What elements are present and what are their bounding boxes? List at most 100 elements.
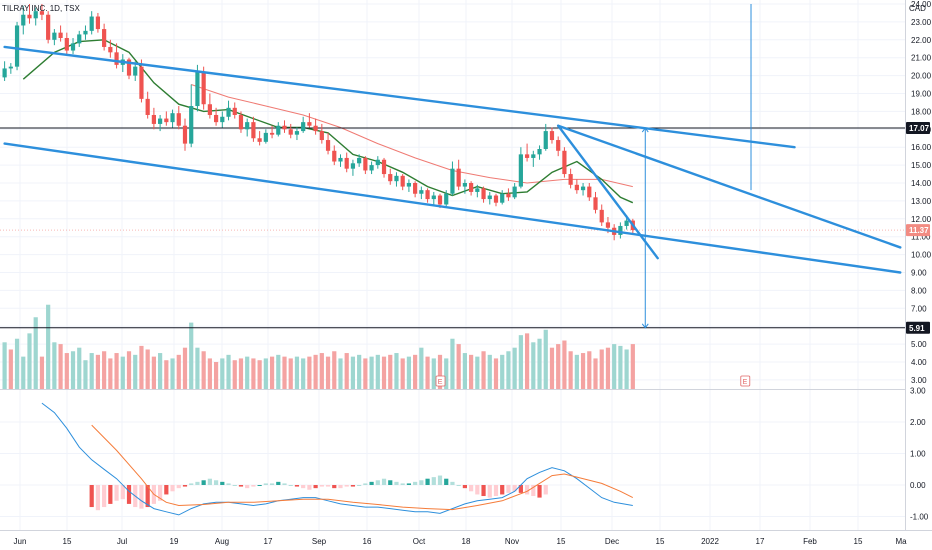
candle-body (189, 106, 194, 144)
volume-bar (381, 356, 387, 389)
volume-bar (413, 354, 418, 389)
indicator-lines (0, 39, 905, 516)
macd-hist-bar (413, 481, 418, 485)
candle-body (70, 43, 76, 51)
volume-bar (276, 354, 281, 389)
volume-bar (189, 322, 194, 389)
volume-bar (145, 349, 150, 389)
candle-body (437, 195, 443, 205)
macd-hist-bar (220, 481, 225, 485)
volume-bar (350, 356, 356, 389)
volume-bar (500, 354, 505, 389)
time-tick-label: Nov (505, 537, 519, 546)
candle-body (232, 107, 237, 115)
time-tick-label: 19 (170, 537, 179, 546)
volume-bar (524, 333, 530, 389)
macd-hist-bar (126, 485, 132, 504)
macd-hist-bar (363, 483, 368, 485)
price-tick-label: 22.00 (911, 36, 932, 45)
candle-body (406, 183, 412, 187)
macd-hist-bar (201, 480, 206, 485)
candle-body (580, 186, 586, 191)
candle-body (27, 14, 32, 19)
macd-hist-bar (282, 483, 287, 485)
macd-hist-bar (114, 485, 119, 501)
macd-hist-bar (95, 485, 101, 511)
macd-hist-bar (388, 480, 393, 485)
candle-body (537, 148, 542, 155)
macd-hist-bar (313, 485, 318, 489)
macd-hist-bar (158, 485, 163, 501)
candle-body (64, 38, 69, 51)
volume-bar (58, 344, 63, 389)
candle-body (195, 72, 200, 107)
candle-body (83, 30, 88, 35)
volume-bar (102, 351, 107, 389)
price-tick-label: 13.00 (911, 197, 932, 206)
price-tick-label: 5.00 (911, 340, 927, 349)
ma-slow-line (191, 84, 633, 188)
candle-body (238, 114, 244, 130)
candle-body (14, 25, 20, 67)
candle-body (213, 114, 219, 123)
volume-bar (46, 304, 51, 389)
axis-labels: 24.0023.0022.0021.0020.0019.0018.0017.00… (14, 0, 932, 546)
candle-body (301, 122, 306, 132)
macd-hist-bar (332, 485, 337, 489)
macd-hist-bar (437, 475, 443, 485)
candle-body (176, 113, 181, 126)
volume-bar (624, 349, 629, 389)
price-tick-label: 11.00 (911, 233, 931, 242)
candle-body (413, 183, 418, 194)
macd-hist-bar (524, 485, 530, 495)
volume-bar (425, 356, 430, 389)
macd-hist-bar (288, 485, 293, 486)
macd-hist-bar (394, 481, 399, 485)
volume-bar (207, 358, 212, 389)
candle-body (220, 116, 225, 123)
volume-bar (89, 353, 94, 389)
candle-body (52, 32, 57, 40)
candle-body (500, 193, 505, 203)
macd-hist-bar (325, 485, 331, 487)
price-tick-label: 3.00 (911, 376, 927, 385)
candle-body (369, 165, 374, 171)
macd-hist-bar (307, 485, 312, 490)
volume-bar (114, 353, 119, 389)
candle-body (126, 59, 132, 76)
macd-hist-bar (108, 485, 113, 504)
volume-bar (325, 356, 331, 389)
candle-body (319, 131, 324, 141)
candle-body (313, 125, 318, 132)
volume-bar (481, 351, 486, 389)
volume-bar (332, 351, 337, 389)
price-tick-label: 23.00 (911, 18, 932, 27)
last-price-badge: 11.37 (906, 224, 930, 237)
volume-bar (593, 358, 598, 389)
volume-bar (301, 358, 306, 389)
macd-hist-bar (245, 485, 250, 489)
candle-body (549, 131, 555, 141)
currency-label: CAD (909, 4, 926, 13)
macd-hist-bar (338, 485, 343, 489)
candle-body (556, 140, 561, 151)
earnings-marker-1: E (435, 375, 446, 387)
price-tick-label: 12.00 (911, 215, 932, 224)
macd-hist-bar (518, 485, 523, 493)
candle-body (46, 14, 51, 40)
macd-hist-bar (531, 485, 536, 497)
earnings-marker-2-text: E (743, 379, 748, 386)
macd-hist-bar (189, 483, 194, 485)
candle-body (599, 209, 604, 223)
macd-hist-bar (537, 485, 542, 498)
time-tick-label: 15 (656, 537, 665, 546)
volume-bar (2, 342, 7, 389)
volume-bar (52, 342, 57, 389)
macd-hist-bar (344, 485, 349, 487)
candle-body (469, 183, 474, 192)
volume-bar (437, 354, 443, 389)
candle-body (39, 11, 45, 15)
candle-body (282, 125, 287, 130)
